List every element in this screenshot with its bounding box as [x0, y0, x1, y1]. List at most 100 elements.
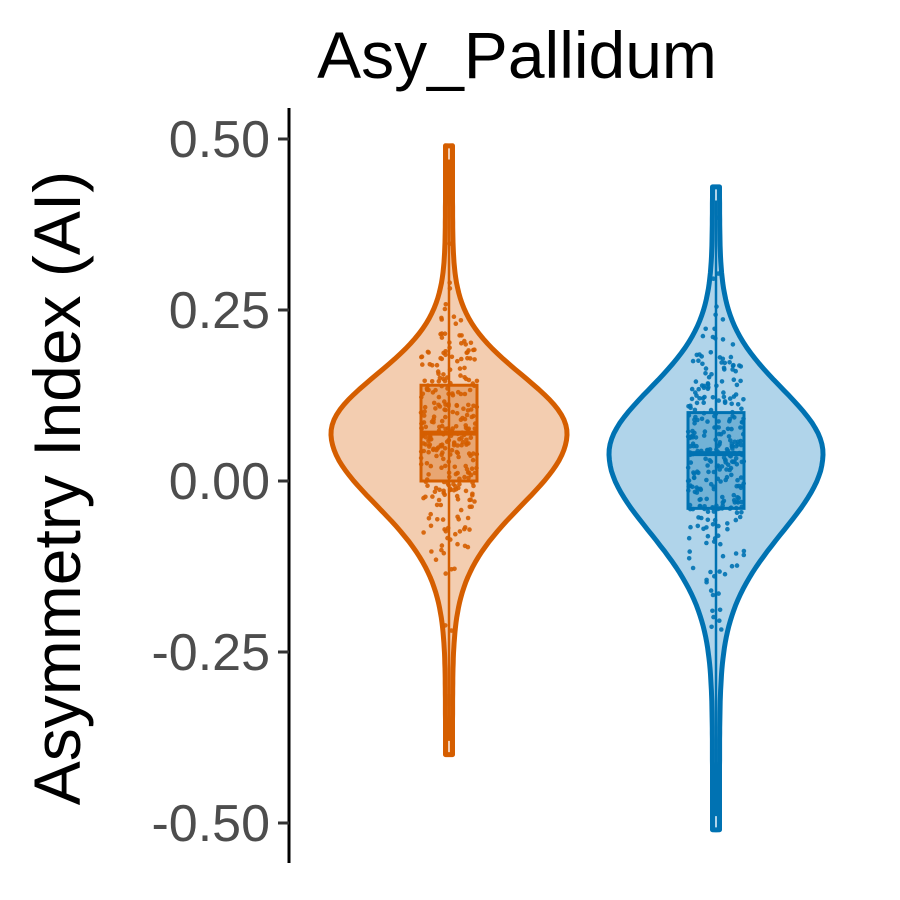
data-point — [700, 333, 706, 339]
data-point — [456, 517, 462, 522]
data-point — [464, 350, 470, 356]
data-point — [419, 354, 425, 360]
data-point — [704, 525, 709, 530]
data-point — [691, 470, 696, 475]
data-point — [699, 416, 705, 422]
data-point — [432, 489, 438, 495]
data-point — [452, 464, 458, 470]
data-point — [719, 379, 725, 384]
data-point — [714, 447, 719, 452]
data-point — [437, 375, 443, 381]
data-point — [433, 406, 438, 411]
data-point — [735, 477, 740, 483]
data-point — [464, 412, 470, 418]
data-point — [462, 391, 468, 397]
data-point — [699, 515, 704, 521]
data-point — [734, 510, 740, 515]
data-point — [705, 463, 710, 468]
data-point — [686, 404, 691, 409]
data-point — [729, 472, 734, 478]
data-point — [690, 433, 696, 438]
data-point — [451, 440, 457, 445]
data-point — [455, 450, 461, 456]
data-point — [728, 438, 733, 443]
data-point — [468, 435, 474, 441]
data-point — [738, 499, 744, 505]
data-point — [457, 481, 462, 487]
data-point — [424, 461, 430, 466]
data-point — [472, 357, 477, 362]
data-point — [731, 492, 737, 498]
data-point — [727, 396, 733, 401]
data-point — [429, 549, 434, 554]
data-point — [466, 402, 471, 408]
data-point — [731, 362, 736, 368]
data-point — [443, 302, 449, 307]
data-point — [686, 556, 692, 561]
data-point — [704, 540, 709, 546]
data-point — [467, 387, 473, 393]
data-point — [429, 363, 435, 368]
outlier-point — [710, 748, 722, 761]
data-point — [705, 386, 711, 392]
data-point — [727, 419, 732, 424]
data-point — [447, 367, 453, 373]
data-point — [447, 474, 452, 480]
data-point — [733, 456, 739, 461]
data-point — [688, 460, 694, 465]
data-point — [717, 569, 722, 574]
data-point — [730, 413, 735, 419]
data-point — [469, 466, 475, 472]
data-point — [714, 304, 719, 309]
data-point — [455, 470, 460, 476]
data-point — [723, 477, 728, 483]
data-point — [433, 485, 439, 491]
data-point — [696, 358, 701, 364]
data-point — [693, 379, 699, 384]
data-point — [455, 541, 460, 547]
data-point — [716, 443, 721, 449]
data-point — [447, 345, 452, 351]
data-point — [430, 494, 435, 499]
data-point — [697, 352, 702, 357]
data-point — [731, 459, 736, 465]
data-point — [461, 406, 466, 412]
data-point — [705, 517, 711, 523]
data-point — [693, 390, 698, 395]
data-point — [469, 414, 475, 420]
data-point — [466, 470, 472, 476]
data-point — [436, 394, 442, 400]
data-point — [443, 529, 449, 534]
data-point — [737, 363, 742, 368]
data-point — [472, 347, 477, 353]
data-point — [463, 488, 469, 494]
data-point — [696, 470, 701, 476]
data-point — [720, 317, 726, 322]
data-point — [703, 456, 708, 462]
data-point — [729, 401, 734, 407]
data-point — [466, 451, 472, 456]
data-point — [733, 551, 739, 556]
data-point — [730, 446, 735, 451]
violin-points — [685, 215, 747, 632]
data-point — [733, 517, 739, 523]
data-point — [733, 443, 739, 449]
data-point — [426, 472, 431, 477]
data-point — [686, 535, 692, 541]
data-point — [706, 469, 711, 475]
data-point — [437, 424, 442, 430]
data-point — [420, 362, 425, 367]
data-point — [722, 399, 728, 404]
data-point — [434, 453, 439, 459]
data-point — [708, 459, 714, 464]
data-point — [425, 483, 430, 489]
data-point — [741, 552, 747, 558]
data-point — [695, 486, 701, 492]
data-point — [456, 454, 461, 460]
data-point — [729, 426, 734, 432]
data-point — [711, 469, 717, 475]
data-point — [738, 475, 744, 480]
data-point — [426, 449, 431, 455]
data-point — [694, 443, 699, 449]
